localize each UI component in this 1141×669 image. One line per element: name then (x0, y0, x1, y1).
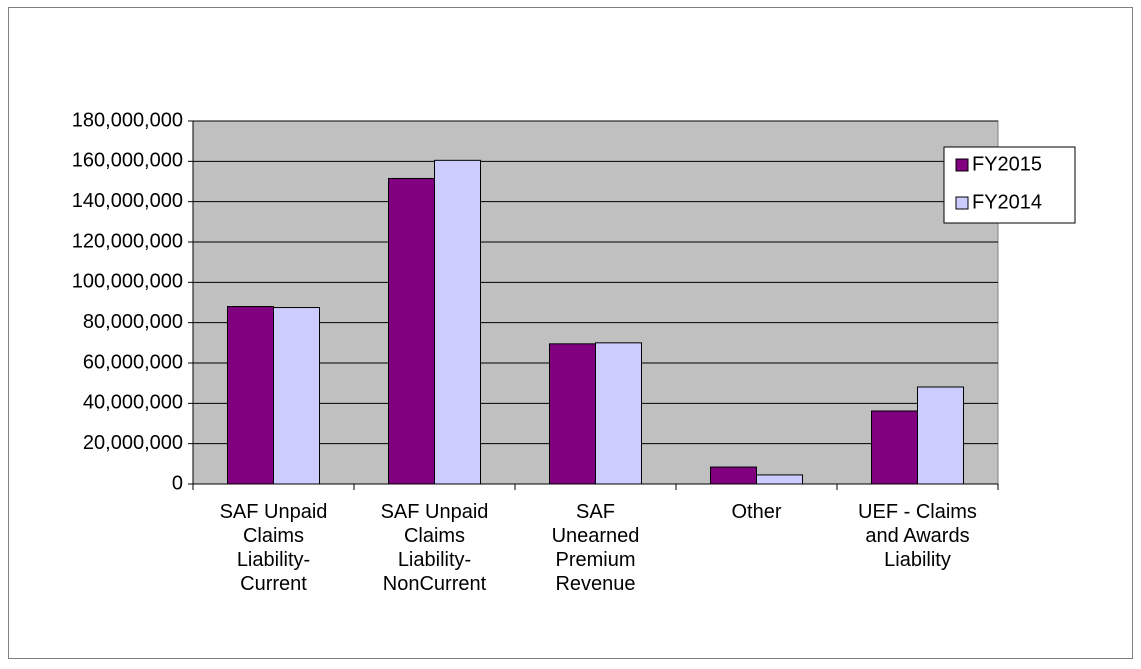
bar (388, 177, 435, 485)
y-tick-label: 160,000,000 (72, 150, 183, 172)
y-tick-label: 120,000,000 (72, 230, 183, 252)
x-tick-label: SAF Unearned Premium Revenue (551, 501, 640, 595)
x-tick-label: UEF - Claims and Awards Liability (858, 501, 977, 571)
bar (227, 306, 274, 485)
bar (273, 307, 320, 485)
bar (595, 342, 642, 485)
x-tick-label: SAF Unpaid Claims Liability-NonCurrent (380, 501, 489, 595)
bar (549, 343, 596, 485)
bar (871, 410, 918, 485)
x-tick-label: Other (731, 501, 782, 523)
legend-swatch (955, 196, 969, 210)
y-tick-label: 0 (172, 472, 183, 494)
y-tick-label: 100,000,000 (72, 271, 183, 293)
legend-swatch (955, 158, 969, 172)
bar (710, 466, 757, 485)
y-tick-label: 60,000,000 (83, 351, 183, 373)
y-tick-label: 20,000,000 (83, 432, 183, 454)
x-tick-label: SAF Unpaid Claims Liability-Current (219, 501, 328, 595)
y-tick-label: 140,000,000 (72, 190, 183, 212)
bar (434, 159, 481, 485)
legend-label: FY2015 (972, 153, 1042, 175)
y-tick-label: 180,000,000 (72, 109, 183, 131)
bar (917, 386, 964, 485)
y-tick-label: 80,000,000 (83, 311, 183, 333)
legend-label: FY2014 (972, 191, 1042, 213)
bar (756, 474, 803, 485)
y-tick-label: 40,000,000 (83, 392, 183, 414)
